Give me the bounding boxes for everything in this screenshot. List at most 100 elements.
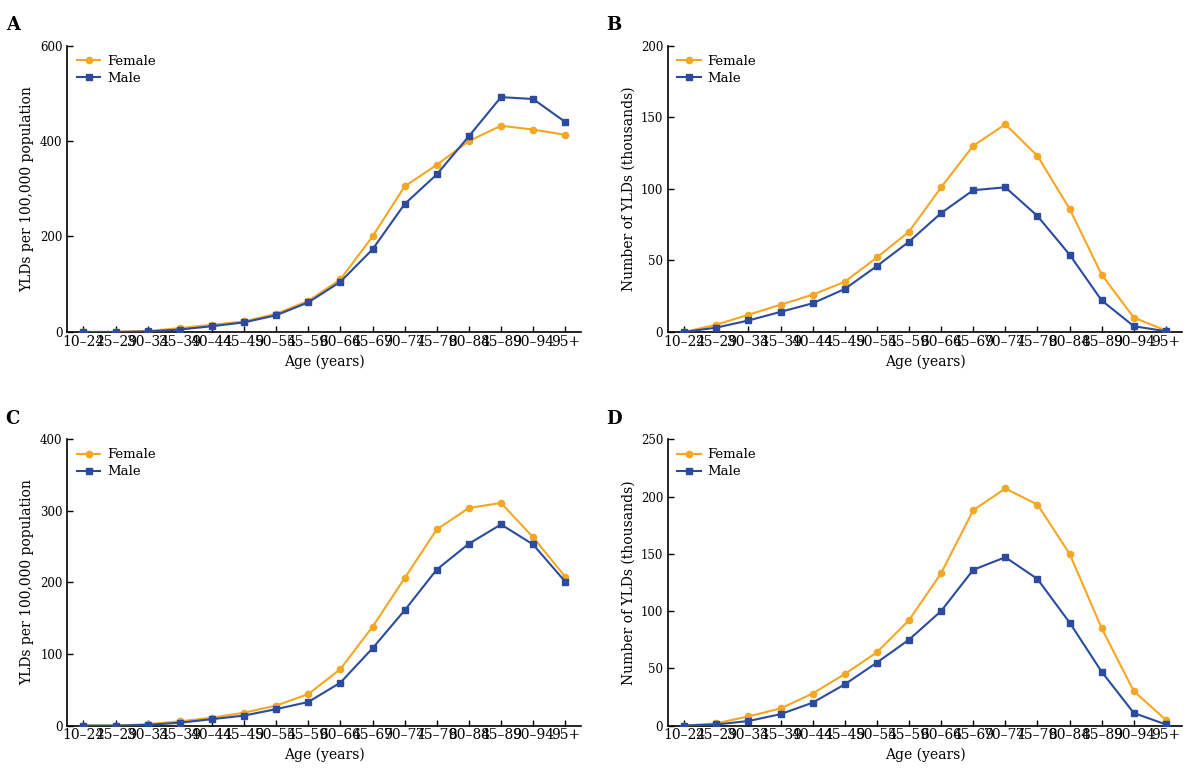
- Line: Male: Male: [682, 184, 1169, 335]
- Female: [301, 689, 316, 699]
- Male: [173, 718, 187, 728]
- Male: [998, 552, 1013, 562]
- Female: [773, 300, 787, 309]
- Female: [108, 327, 122, 337]
- Line: Male: Male: [80, 94, 569, 335]
- Male: [870, 658, 884, 668]
- Legend: Female, Male: Female, Male: [74, 446, 158, 481]
- Female: [108, 721, 122, 730]
- Female: [140, 326, 155, 336]
- Male: [430, 565, 444, 574]
- Line: Male: Male: [80, 521, 569, 728]
- Male: [173, 325, 187, 334]
- Line: Female: Female: [682, 485, 1169, 728]
- Female: [269, 701, 283, 710]
- Female: [493, 499, 508, 508]
- Female: [742, 712, 756, 721]
- Male: [1127, 708, 1141, 717]
- Text: C: C: [6, 410, 20, 428]
- Male: [966, 185, 980, 195]
- Male: [493, 520, 508, 529]
- Line: Female: Female: [80, 122, 569, 335]
- Female: [1031, 500, 1045, 509]
- Female: [526, 125, 540, 134]
- Male: [236, 318, 251, 327]
- Female: [1062, 204, 1076, 213]
- Male: [301, 697, 316, 707]
- Y-axis label: Number of YLDs (thousands): Number of YLDs (thousands): [622, 86, 635, 291]
- Female: [397, 182, 412, 191]
- Female: [430, 160, 444, 170]
- Female: [709, 719, 724, 728]
- Male: [934, 606, 948, 615]
- Female: [1159, 715, 1174, 724]
- Female: [1159, 326, 1174, 335]
- X-axis label: Age (years): Age (years): [884, 354, 966, 368]
- Female: [1127, 313, 1141, 323]
- Female: [77, 327, 91, 337]
- Male: [773, 307, 787, 316]
- Male: [236, 711, 251, 721]
- Male: [334, 277, 348, 287]
- Female: [709, 320, 724, 330]
- Male: [558, 577, 572, 587]
- Female: [966, 506, 980, 515]
- Male: [966, 565, 980, 574]
- Female: [934, 182, 948, 192]
- Female: [236, 317, 251, 326]
- Female: [430, 525, 444, 534]
- Female: [773, 703, 787, 713]
- Female: [1062, 549, 1076, 559]
- Male: [269, 704, 283, 714]
- Legend: Female, Male: Female, Male: [674, 52, 758, 87]
- Male: [1159, 720, 1174, 729]
- Male: [140, 721, 155, 730]
- Female: [365, 232, 379, 241]
- X-axis label: Age (years): Age (years): [884, 748, 966, 763]
- Y-axis label: YLDs per 100,000 population: YLDs per 100,000 population: [20, 86, 35, 291]
- Female: [677, 721, 691, 730]
- Female: [493, 121, 508, 130]
- Female: [838, 277, 852, 287]
- Male: [365, 245, 379, 254]
- Female: [966, 141, 980, 150]
- Male: [742, 315, 756, 325]
- Male: [709, 323, 724, 333]
- Y-axis label: Number of YLDs (thousands): Number of YLDs (thousands): [622, 480, 635, 685]
- Male: [1159, 326, 1174, 336]
- Female: [397, 573, 412, 583]
- Male: [742, 717, 756, 726]
- Male: [1062, 250, 1076, 259]
- Female: [140, 720, 155, 729]
- Female: [998, 484, 1013, 493]
- Male: [1127, 322, 1141, 331]
- X-axis label: Age (years): Age (years): [284, 354, 365, 368]
- Y-axis label: YLDs per 100,000 population: YLDs per 100,000 population: [20, 480, 35, 686]
- Male: [1094, 667, 1109, 676]
- Female: [742, 310, 756, 319]
- Female: [236, 708, 251, 717]
- Text: B: B: [606, 16, 622, 34]
- Text: D: D: [606, 410, 622, 428]
- Male: [1094, 296, 1109, 305]
- Female: [870, 253, 884, 263]
- Female: [205, 713, 220, 722]
- Male: [773, 710, 787, 719]
- Female: [1094, 270, 1109, 280]
- Male: [870, 262, 884, 271]
- Line: Female: Female: [682, 122, 1169, 335]
- Female: [269, 309, 283, 319]
- Female: [870, 647, 884, 657]
- Male: [397, 199, 412, 209]
- Female: [526, 533, 540, 542]
- Legend: Female, Male: Female, Male: [74, 52, 158, 87]
- Male: [205, 714, 220, 724]
- Male: [526, 94, 540, 104]
- Male: [838, 284, 852, 294]
- Male: [301, 298, 316, 307]
- Male: [1031, 211, 1045, 220]
- Line: Male: Male: [682, 554, 1169, 728]
- Female: [558, 572, 572, 581]
- Female: [462, 503, 476, 513]
- Male: [462, 132, 476, 141]
